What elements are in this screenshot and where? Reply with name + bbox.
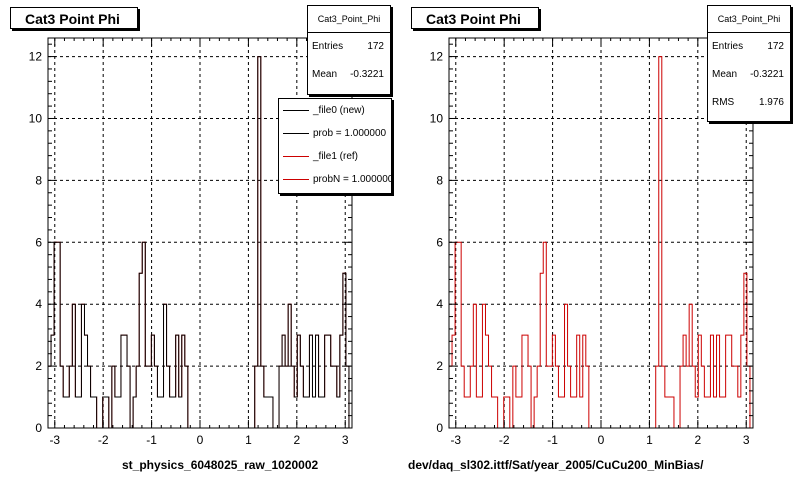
left-entries-label: Entries	[312, 41, 344, 52]
right-xtick-label: 0	[598, 433, 605, 447]
right-ytick-label: 12	[430, 50, 444, 64]
left-ytick-label: 12	[29, 50, 43, 64]
left-xtick-label: -3	[49, 433, 60, 447]
left-ytick-label: 10	[29, 111, 43, 125]
left-ytick-label: 8	[35, 173, 42, 187]
right-xtick-label: -2	[499, 433, 510, 447]
right-stats-entries: Entries 172	[708, 33, 790, 61]
left-ytick-label: 0	[35, 421, 42, 435]
right-xtick-label: -3	[450, 433, 461, 447]
right-ytick-label: 10	[430, 111, 444, 125]
right-mean-label: Mean	[712, 69, 738, 80]
right-plot-title: Cat3 Point Phi	[411, 7, 539, 29]
legend-entry-prob: prob = 1.000000	[279, 122, 391, 145]
right-ytick-label: 2	[436, 359, 443, 373]
legend-label-probn: probN = 1.000000	[313, 174, 392, 185]
right-x-caption: dev/daq_sl302.ittf/Sat/year_2005/CuCu200…	[408, 458, 704, 472]
legend-label-file0: _file0 (new)	[313, 105, 365, 116]
left-plot-title: Cat3 Point Phi	[10, 7, 138, 29]
legend-entry-file1: _file1 (ref)	[279, 145, 391, 168]
legend-swatch-file0	[283, 110, 309, 111]
right-mean-value: -0.3221	[750, 69, 784, 80]
left-x-caption: st_physics_6048025_raw_1020002	[122, 458, 319, 472]
left-xtick-label: 1	[245, 433, 252, 447]
left-stats-entries: Entries 172	[308, 33, 390, 61]
left-ytick-label: 4	[35, 297, 42, 311]
legend-swatch-file1	[283, 156, 309, 157]
left-entries-value: 172	[367, 41, 384, 52]
right-stats-box: Cat3_Point_Phi Entries 172 Mean -0.3221 …	[707, 5, 791, 122]
left-stats-mean: Mean -0.3221	[308, 61, 390, 89]
right-xtick-label: -1	[547, 433, 558, 447]
left-series-1	[47, 56, 352, 429]
left-legend: _file0 (new) prob = 1.000000 _file1 (ref…	[278, 98, 392, 194]
right-stats-mean: Mean -0.3221	[708, 61, 790, 89]
left-xtick-label: -1	[146, 433, 157, 447]
legend-swatch-prob	[283, 133, 309, 134]
legend-label-prob: prob = 1.000000	[313, 128, 387, 139]
left-xtick-label: 2	[293, 433, 300, 447]
legend-swatch-probn	[283, 179, 309, 180]
left-mean-value: -0.3221	[350, 69, 384, 80]
left-ytick-label: 2	[35, 359, 42, 373]
legend-entry-file0: _file0 (new)	[279, 99, 391, 122]
right-xtick-label: 1	[646, 433, 653, 447]
right-xtick-label: 3	[743, 433, 750, 447]
right-entries-label: Entries	[712, 41, 744, 52]
legend-label-file1: _file1 (ref)	[313, 151, 359, 162]
left-ytick-label: 6	[35, 235, 42, 249]
right-rms-value: 1.976	[758, 97, 784, 108]
right-series-0	[448, 56, 753, 429]
right-rms-label: RMS	[712, 97, 735, 108]
legend-entry-probn: probN = 1.000000	[279, 168, 391, 191]
left-stats-name: Cat3_Point_Phi	[308, 6, 390, 33]
right-ytick-label: 6	[436, 235, 443, 249]
right-stats-rms: RMS 1.976	[708, 89, 790, 117]
right-xtick-label: 2	[694, 433, 701, 447]
left-xtick-label: -2	[98, 433, 109, 447]
right-ytick-label: 0	[436, 421, 443, 435]
right-stats-name: Cat3_Point_Phi	[708, 6, 790, 33]
left-xtick-label: 3	[342, 433, 349, 447]
left-stats-box: Cat3_Point_Phi Entries 172 Mean -0.3221	[307, 5, 391, 95]
right-ytick-label: 8	[436, 173, 443, 187]
left-xtick-label: 0	[197, 433, 204, 447]
left-mean-label: Mean	[312, 69, 338, 80]
right-entries-value: 172	[767, 41, 784, 52]
right-ytick-label: 4	[436, 297, 443, 311]
